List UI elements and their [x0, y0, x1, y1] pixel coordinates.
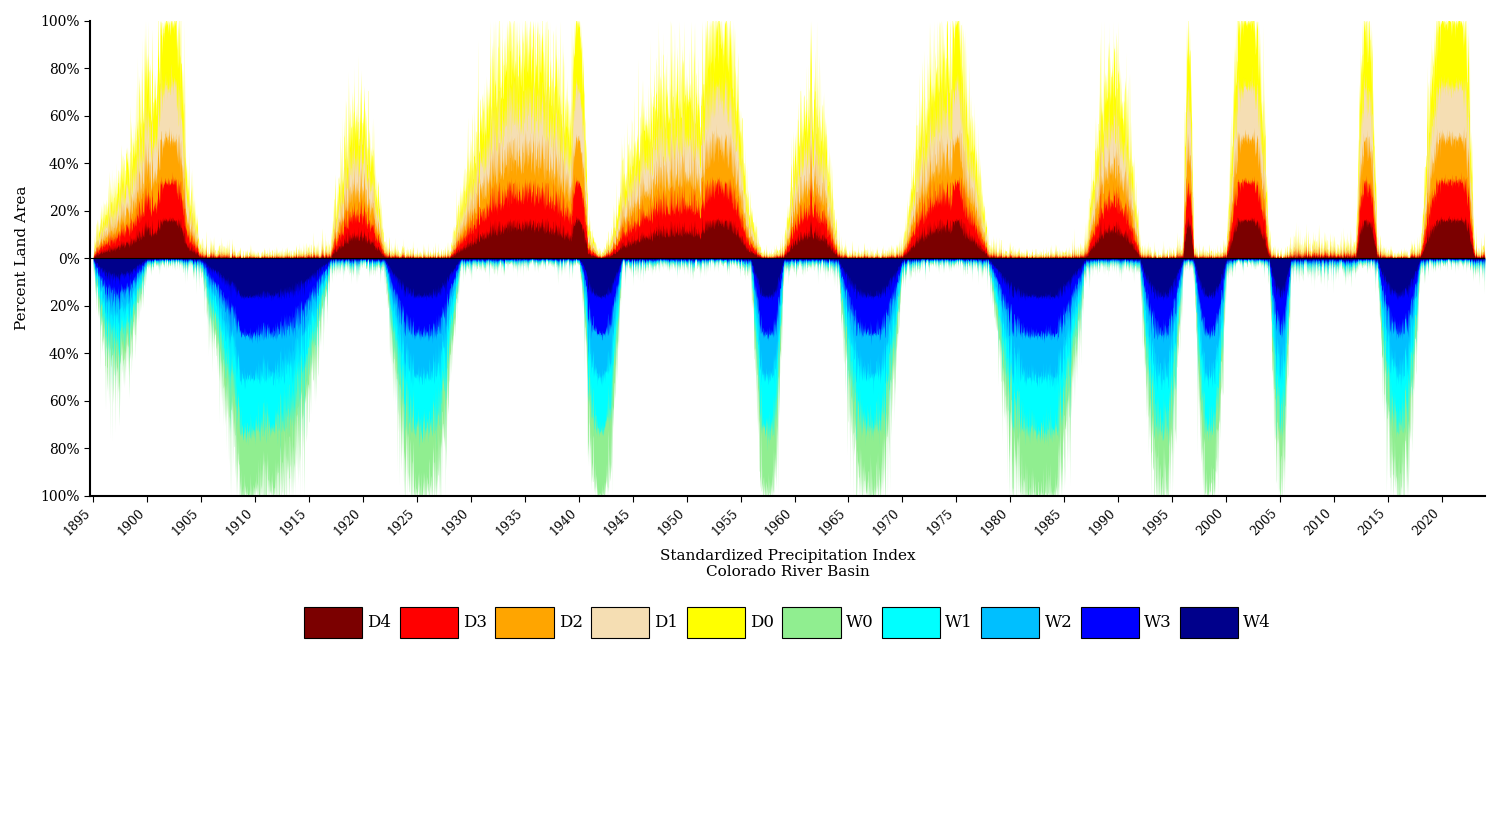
Y-axis label: Percent Land Area: Percent Land Area: [15, 186, 28, 330]
Legend: D4, D3, D2, D1, D0, W0, W1, W2, W3, W4: D4, D3, D2, D1, D0, W0, W1, W2, W3, W4: [297, 600, 1278, 645]
X-axis label: Standardized Precipitation Index
Colorado River Basin: Standardized Precipitation Index Colorad…: [660, 549, 915, 579]
